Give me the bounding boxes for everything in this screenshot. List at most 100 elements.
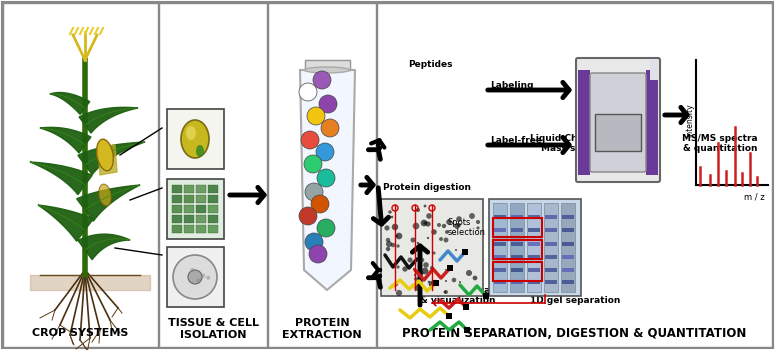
FancyBboxPatch shape <box>590 73 646 172</box>
Circle shape <box>430 266 434 270</box>
Circle shape <box>202 274 205 278</box>
Polygon shape <box>38 205 93 241</box>
FancyBboxPatch shape <box>196 225 206 233</box>
FancyBboxPatch shape <box>3 3 158 347</box>
FancyBboxPatch shape <box>167 109 224 169</box>
FancyBboxPatch shape <box>167 247 224 307</box>
Polygon shape <box>78 234 130 260</box>
Bar <box>463 304 469 310</box>
Circle shape <box>428 281 430 284</box>
FancyBboxPatch shape <box>159 3 267 347</box>
FancyBboxPatch shape <box>172 225 182 233</box>
Circle shape <box>466 270 472 276</box>
Circle shape <box>422 268 429 274</box>
Polygon shape <box>305 60 350 70</box>
Ellipse shape <box>305 67 350 73</box>
Circle shape <box>396 244 400 248</box>
FancyBboxPatch shape <box>196 205 206 213</box>
FancyBboxPatch shape <box>510 203 524 292</box>
Text: TISSUE & CELL
ISOLATION: TISSUE & CELL ISOLATION <box>167 318 259 340</box>
Circle shape <box>396 290 402 296</box>
Circle shape <box>316 143 334 161</box>
Circle shape <box>473 276 477 280</box>
Circle shape <box>459 281 461 283</box>
Polygon shape <box>78 142 145 175</box>
FancyBboxPatch shape <box>172 185 182 193</box>
Circle shape <box>384 225 390 231</box>
FancyBboxPatch shape <box>489 199 581 296</box>
Polygon shape <box>79 107 138 133</box>
Circle shape <box>445 269 447 271</box>
Circle shape <box>319 95 337 113</box>
FancyBboxPatch shape <box>208 205 218 213</box>
Text: 1D gel separation: 1D gel separation <box>530 296 620 305</box>
FancyBboxPatch shape <box>528 228 540 232</box>
FancyBboxPatch shape <box>562 255 574 259</box>
Circle shape <box>443 238 449 243</box>
FancyBboxPatch shape <box>494 228 506 232</box>
Circle shape <box>396 233 402 239</box>
FancyBboxPatch shape <box>650 60 658 80</box>
FancyBboxPatch shape <box>562 228 574 232</box>
FancyBboxPatch shape <box>184 185 194 193</box>
Text: CROP SYSTEMS: CROP SYSTEMS <box>32 328 128 338</box>
FancyBboxPatch shape <box>511 268 523 272</box>
Circle shape <box>313 71 331 89</box>
Ellipse shape <box>196 145 204 157</box>
FancyBboxPatch shape <box>595 114 641 151</box>
FancyBboxPatch shape <box>562 280 574 284</box>
Text: Label-free: Label-free <box>490 136 542 145</box>
Polygon shape <box>300 70 355 290</box>
Circle shape <box>446 219 452 225</box>
Bar <box>462 249 468 255</box>
FancyBboxPatch shape <box>494 215 506 219</box>
Circle shape <box>454 223 460 229</box>
Circle shape <box>444 290 448 294</box>
Text: 2D gel separation
& visualization: 2D gel separation & visualization <box>420 286 511 305</box>
Text: Liquid Chromatography
Mass spectrometry: Liquid Chromatography Mass spectrometry <box>530 134 650 153</box>
Ellipse shape <box>186 126 196 140</box>
FancyBboxPatch shape <box>545 268 557 272</box>
Text: Spots
selection: Spots selection <box>448 218 486 237</box>
Text: Peptides: Peptides <box>408 60 453 69</box>
Circle shape <box>304 155 322 173</box>
Circle shape <box>408 258 412 262</box>
FancyBboxPatch shape <box>208 185 218 193</box>
FancyBboxPatch shape <box>528 255 540 259</box>
FancyBboxPatch shape <box>494 268 506 272</box>
Circle shape <box>386 238 391 242</box>
FancyBboxPatch shape <box>381 199 483 296</box>
Circle shape <box>445 230 449 234</box>
Circle shape <box>391 224 398 230</box>
Circle shape <box>412 223 419 229</box>
Circle shape <box>417 270 423 276</box>
FancyBboxPatch shape <box>545 255 557 259</box>
FancyBboxPatch shape <box>184 205 194 213</box>
FancyBboxPatch shape <box>562 268 574 272</box>
Circle shape <box>416 208 420 212</box>
Circle shape <box>423 262 429 268</box>
FancyBboxPatch shape <box>196 195 206 203</box>
Text: Labeling: Labeling <box>490 81 533 90</box>
Circle shape <box>414 277 418 281</box>
Ellipse shape <box>181 120 209 158</box>
Circle shape <box>301 131 319 149</box>
FancyBboxPatch shape <box>196 215 206 223</box>
FancyBboxPatch shape <box>167 179 224 239</box>
Polygon shape <box>77 185 140 221</box>
FancyBboxPatch shape <box>172 215 182 223</box>
FancyBboxPatch shape <box>528 280 540 284</box>
Ellipse shape <box>98 184 111 206</box>
FancyBboxPatch shape <box>184 225 194 233</box>
FancyBboxPatch shape <box>544 203 558 292</box>
FancyBboxPatch shape <box>511 228 523 232</box>
Text: m / z: m / z <box>744 192 765 201</box>
FancyBboxPatch shape <box>268 3 376 347</box>
Polygon shape <box>30 162 92 195</box>
Bar <box>433 280 439 286</box>
Circle shape <box>425 222 431 226</box>
Circle shape <box>188 270 202 284</box>
Circle shape <box>455 249 457 251</box>
Polygon shape <box>50 92 90 114</box>
Circle shape <box>173 255 217 299</box>
